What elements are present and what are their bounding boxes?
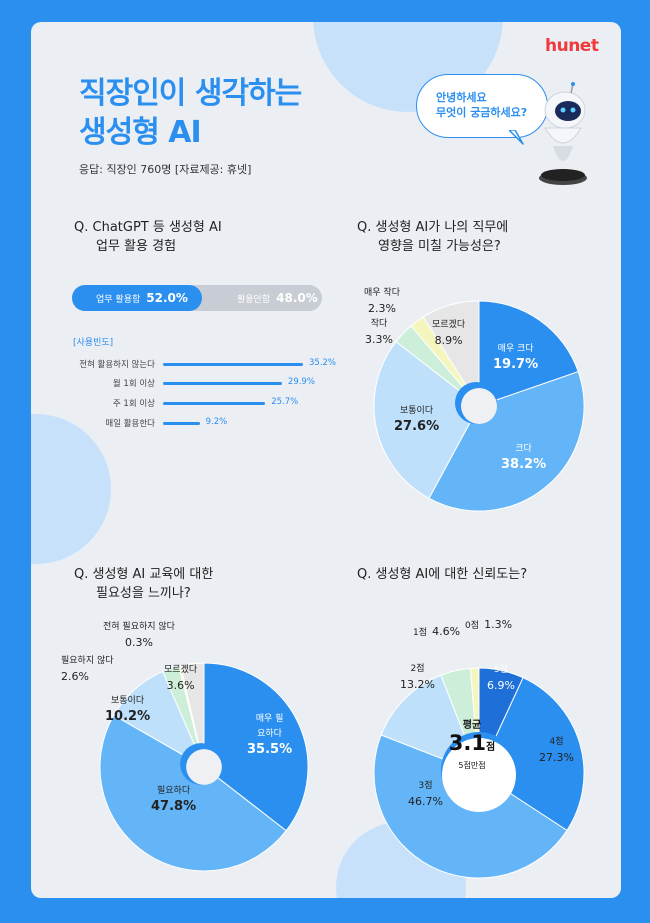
- q2-slice: [373, 340, 480, 500]
- q1-title-line-2: 업무 활용 경험: [96, 239, 177, 254]
- page-title: 직장인이 생각하는 생성형 AI: [79, 74, 302, 152]
- frequency-bar: [163, 422, 200, 425]
- frequency-value: 25.7%: [271, 397, 299, 407]
- q3-slice: [180, 662, 205, 768]
- frequency-bar: [163, 363, 303, 366]
- frequency-bar: [163, 402, 266, 405]
- q2-title-line-2: 영향을 미칠 가능성은?: [378, 239, 501, 254]
- q3-label-very-needed: 매우 필요하다 35.5%: [247, 714, 293, 757]
- bubble-line-1: 안녕하세요: [436, 91, 487, 104]
- q2-donut-chart: [373, 300, 585, 512]
- speech-bubble: 안녕하세요 무엇이 궁금하세요?: [416, 74, 548, 138]
- trust-average-number: 3.1: [448, 731, 486, 755]
- q4-title-line-1: Q. 생성형 AI에 대한 신뢰도는?: [357, 567, 528, 582]
- frequency-label: 주 1회 이상: [112, 399, 155, 409]
- q2-title: Q. 생성형 AI가 나의 직무에 영향을 미칠 가능성은?: [357, 218, 508, 256]
- frequency-title: [사용빈도]: [73, 338, 114, 348]
- q2-slice: [422, 300, 480, 408]
- q2-label-large: 크다 38.2%: [501, 444, 547, 472]
- q3-label-not-needed: 필요하지 않다 2.6%: [61, 656, 114, 683]
- frequency-label: 월 1회 이상: [112, 379, 155, 389]
- q3-slice: [99, 714, 287, 872]
- usage-not-used-label: 활용안함: [237, 295, 271, 305]
- frequency-row: 전혀 활용하지 않는다 35.2%: [31, 358, 341, 372]
- q3-label-needed: 필요하다 47.8%: [151, 786, 197, 814]
- deco-circle-left: [31, 414, 111, 564]
- page-title-line-1: 직장인이 생각하는: [79, 76, 302, 111]
- frequency-row: 매일 활용한다 9.2%: [31, 417, 341, 431]
- bubble-line-2: 무엇이 궁금하세요?: [436, 106, 528, 119]
- q3-donut-chart: [99, 662, 309, 872]
- usage-bar: 업무 활용함 52.0% 활용안함 48.0%: [72, 285, 322, 311]
- trust-average: 평균 3.1점 5점만점: [437, 716, 507, 771]
- q3-title: Q. 생성형 AI 교육에 대한 필요성을 느끼나?: [74, 565, 213, 603]
- robot-icon: [539, 82, 587, 185]
- speech-bubble-tail: [509, 130, 524, 145]
- q3-hole: [186, 749, 222, 785]
- trust-average-title: 평균: [462, 720, 482, 731]
- q4-label-0: 0점 1.3%: [465, 618, 513, 631]
- q1-title: Q. ChatGPT 등 생성형 AI 업무 활용 경험: [74, 218, 222, 256]
- usage-bar-fill: [72, 285, 202, 311]
- q4-label-5: 5점 6.9%: [487, 665, 515, 692]
- frequency-bar: [163, 382, 282, 385]
- usage-used: 업무 활용함 52.0%: [96, 291, 188, 305]
- trust-average-scale: 5점만점: [458, 761, 486, 770]
- q3-title-line-2: 필요성을 느끼나?: [96, 586, 191, 601]
- frequency-value: 9.2%: [205, 417, 228, 427]
- frequency-value: 35.2%: [309, 358, 337, 368]
- q3-label-neutral: 보통이다 10.2%: [105, 696, 151, 724]
- q2-slice: [428, 371, 585, 512]
- trust-average-unit: 점: [486, 742, 496, 753]
- frequency-label: 매일 활용한다: [105, 419, 155, 429]
- frequency-row: 주 1회 이상 25.7%: [31, 397, 341, 411]
- q1-title-line-1: Q. ChatGPT 등 생성형 AI: [74, 220, 222, 235]
- q4-label-3: 3점 46.7%: [408, 781, 443, 808]
- q4-label-1: 1점 4.6%: [413, 625, 461, 638]
- infographic-card: hunet 직장인이 생각하는 생성형 AI 응답: 직장인 760명 [자료제…: [31, 22, 621, 898]
- q2-label-small: 작다 3.3%: [365, 319, 393, 346]
- q4-slice: [478, 677, 585, 832]
- q2-hole: [460, 387, 498, 425]
- hunet-logo: hunet: [545, 36, 599, 56]
- q4-label-2: 2점 13.2%: [400, 664, 435, 691]
- q3-title-line-1: Q. 생성형 AI 교육에 대한: [74, 567, 214, 582]
- source-note: 응답: 직장인 760명 [자료제공: 휴넷]: [79, 163, 252, 176]
- frequency-row: 월 1회 이상 29.9%: [31, 377, 341, 391]
- usage-used-label: 업무 활용함: [96, 295, 141, 305]
- q3-label-unknown: 모르겠다 3.6%: [164, 665, 198, 692]
- q2-label-unknown: 모르겠다 8.9%: [432, 320, 466, 347]
- q4-hole: [442, 738, 516, 812]
- frequency-label: 전혀 활용하지 않는다: [79, 360, 155, 370]
- q4-title: Q. 생성형 AI에 대한 신뢰도는?: [357, 565, 527, 584]
- page-title-line-2: 생성형 AI: [79, 115, 202, 150]
- q2-label-very-large: 매우 크다 19.7%: [493, 344, 539, 372]
- q3-slice: [203, 662, 309, 832]
- q4-donut-chart: [373, 667, 585, 879]
- trust-average-value: 3.1점: [437, 731, 507, 760]
- q2-label-very-small: 매우 작다 2.3%: [364, 288, 400, 315]
- usage-not-used: 활용안함 48.0%: [237, 291, 318, 305]
- frequency-value: 29.9%: [287, 377, 315, 387]
- usage-used-value: 52.0%: [146, 291, 188, 305]
- q3-label-not-at-all: 전혀 필요하지 않다 0.3%: [103, 622, 175, 649]
- q4-label-4: 4점 27.3%: [539, 737, 574, 764]
- q2-label-neutral: 보통이다 27.6%: [394, 406, 440, 434]
- q2-title-line-1: Q. 생성형 AI가 나의 직무에: [357, 220, 509, 235]
- usage-not-used-value: 48.0%: [276, 291, 318, 305]
